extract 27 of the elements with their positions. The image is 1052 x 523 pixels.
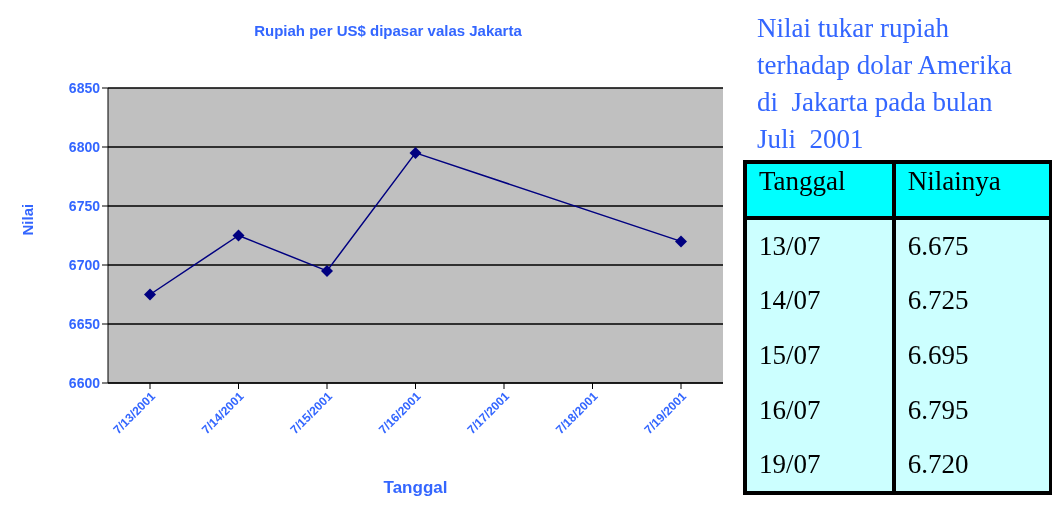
text: 15/07 <box>745 328 894 383</box>
text: 6.675 <box>893 218 1051 273</box>
text: 6.695 <box>893 328 1051 383</box>
text: 6.725 <box>893 273 1051 328</box>
y-tick-label: 6650 <box>68 315 101 332</box>
chart-title: Rupiah per US$ dipasar valas Jakarta <box>253 22 523 39</box>
point <box>232 229 245 242</box>
text: 6.720 <box>893 438 1051 493</box>
y-tick-label: 6850 <box>68 79 101 96</box>
text: Nilai tukar rupiah terhadap dolar Amerika di Jakarta pada bulan Juli 2001 <box>756 12 1013 156</box>
point <box>321 264 333 277</box>
y-tick-label: 6800 <box>68 138 101 155</box>
y-axis-title: Nilai <box>19 203 37 236</box>
text: Nilainya <box>893 162 1051 218</box>
point <box>409 146 422 159</box>
text: 14/07 <box>745 273 894 328</box>
text: Tanggal <box>745 162 894 218</box>
point <box>144 288 156 301</box>
y-tick-label: 6700 <box>68 256 101 273</box>
point <box>675 235 687 248</box>
text: 16/07 <box>745 383 894 438</box>
x-axis-title: Tanggal <box>383 478 448 497</box>
text: 13/07 <box>745 218 894 273</box>
y-tick-label: 6600 <box>68 374 101 391</box>
text: 19/07 <box>745 438 894 493</box>
y-tick-label: 6750 <box>68 197 101 214</box>
text: 6.795 <box>893 383 1051 438</box>
